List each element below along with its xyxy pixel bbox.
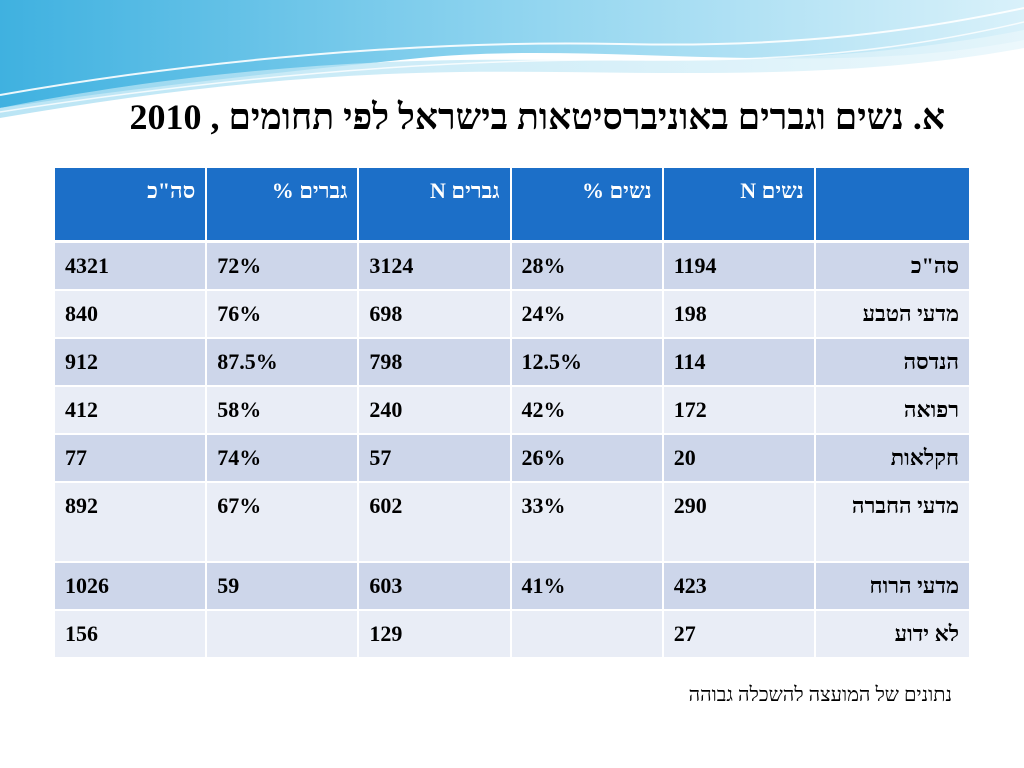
women-pct-cell: 12.5% — [509, 336, 664, 387]
header-men-n: גברים N — [357, 166, 512, 243]
header-total: סה"כ — [52, 166, 208, 243]
table-header: נשים N נשים % גברים N גברים % סה"כ — [52, 166, 972, 243]
women-pct-cell: 33% — [509, 480, 664, 563]
men-pct-cell: 72% — [205, 240, 360, 291]
slide-title: א. נשים וגברים באוניברסיטאות בישראל לפי … — [129, 97, 945, 137]
header-wave-decoration — [0, 0, 1024, 118]
header-women-n: נשים N — [661, 166, 816, 243]
total-cell: 77 — [52, 432, 208, 483]
table-body: סה"כ 1194 28% 3124 72% 4321 מדעי הטבע 19… — [52, 240, 972, 659]
header-row: נשים N נשים % גברים N גברים % סה"כ — [52, 166, 972, 243]
women-n-cell: 1194 — [661, 240, 816, 291]
women-pct-cell: 28% — [509, 240, 664, 291]
table-row: מדעי הטבע 198 24% 698 76% 840 — [52, 288, 972, 339]
women-n-cell: 172 — [661, 384, 816, 435]
women-n-cell: 198 — [661, 288, 816, 339]
men-pct-cell — [205, 608, 360, 659]
men-n-cell: 3124 — [357, 240, 512, 291]
header-men-pct: גברים % — [205, 166, 360, 243]
table-row: חקלאות 20 26% 57 74% 77 — [52, 432, 972, 483]
women-pct-cell: 41% — [509, 560, 664, 611]
total-cell: 892 — [52, 480, 208, 563]
women-pct-cell: 24% — [509, 288, 664, 339]
row-label: מדעי הטבע — [813, 288, 972, 339]
row-label: רפואה — [813, 384, 972, 435]
total-cell: 4321 — [52, 240, 208, 291]
men-n-cell: 603 — [357, 560, 512, 611]
women-n-cell: 20 — [661, 432, 816, 483]
table-row: לא ידוע 27 129 156 — [52, 608, 972, 659]
source-note: נתונים של המועצה להשכלה גבוהה — [688, 684, 952, 706]
men-n-cell: 57 — [357, 432, 512, 483]
table-row: מדעי הרוח 423 41% 603 59 1026 — [52, 560, 972, 611]
table-row: רפואה 172 42% 240 58% 412 — [52, 384, 972, 435]
men-n-cell: 129 — [357, 608, 512, 659]
row-label: הנדסה — [813, 336, 972, 387]
men-pct-cell: 74% — [205, 432, 360, 483]
women-n-cell: 423 — [661, 560, 816, 611]
women-n-cell: 114 — [661, 336, 816, 387]
header-women-pct: נשים % — [509, 166, 664, 243]
data-table: נשים N נשים % גברים N גברים % סה"כ סה"כ … — [52, 166, 972, 659]
table-row: מדעי החברה 290 33% 602 67% 892 — [52, 480, 972, 563]
row-label: סה"כ — [813, 240, 972, 291]
total-cell: 1026 — [52, 560, 208, 611]
men-n-cell: 798 — [357, 336, 512, 387]
women-pct-cell — [509, 608, 664, 659]
row-label: חקלאות — [813, 432, 972, 483]
women-n-cell: 290 — [661, 480, 816, 563]
row-label: לא ידוע — [813, 608, 972, 659]
men-pct-cell: 67% — [205, 480, 360, 563]
women-pct-cell: 42% — [509, 384, 664, 435]
men-n-cell: 602 — [357, 480, 512, 563]
total-cell: 912 — [52, 336, 208, 387]
men-n-cell: 240 — [357, 384, 512, 435]
table-row: הנדסה 114 12.5% 798 87.5% 912 — [52, 336, 972, 387]
women-pct-cell: 26% — [509, 432, 664, 483]
men-pct-cell: 76% — [205, 288, 360, 339]
row-label: מדעי החברה — [813, 480, 972, 563]
table-row: סה"כ 1194 28% 3124 72% 4321 — [52, 240, 972, 291]
header-label-cell — [813, 166, 972, 243]
total-cell: 412 — [52, 384, 208, 435]
men-n-cell: 698 — [357, 288, 512, 339]
men-pct-cell: 59 — [205, 560, 360, 611]
men-pct-cell: 58% — [205, 384, 360, 435]
row-label: מדעי הרוח — [813, 560, 972, 611]
total-cell: 156 — [52, 608, 208, 659]
total-cell: 840 — [52, 288, 208, 339]
women-n-cell: 27 — [661, 608, 816, 659]
men-pct-cell: 87.5% — [205, 336, 360, 387]
